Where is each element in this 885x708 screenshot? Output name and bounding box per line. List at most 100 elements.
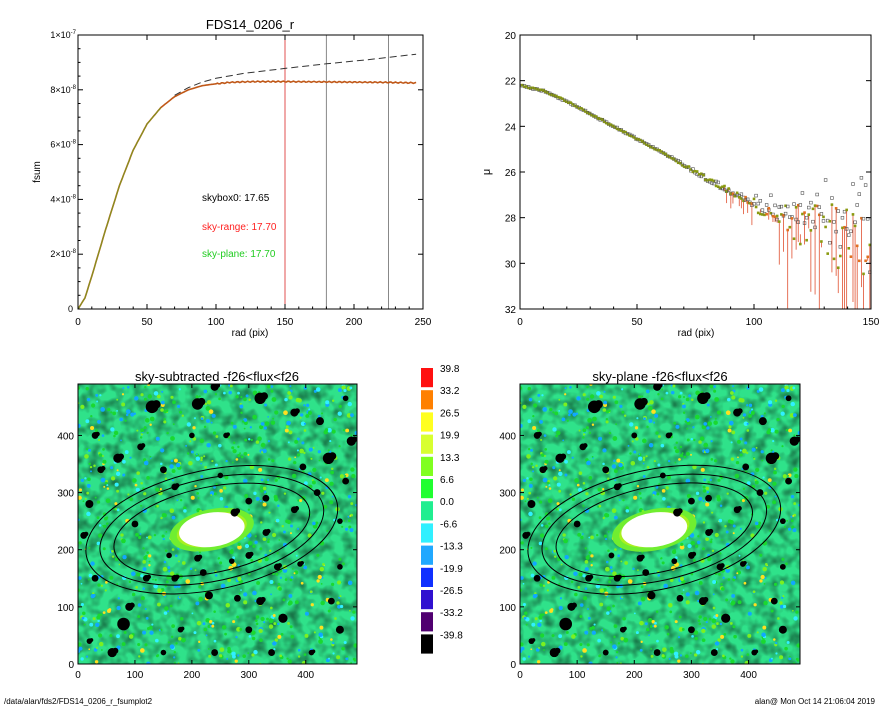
noise-blob bbox=[733, 634, 737, 639]
noise-blob bbox=[731, 593, 736, 598]
noise-blob bbox=[790, 580, 796, 586]
noise-blob bbox=[315, 521, 319, 525]
noise-blob bbox=[172, 423, 175, 426]
noise-blob bbox=[318, 459, 321, 462]
noise-blob bbox=[271, 397, 277, 402]
noise-blob bbox=[639, 497, 642, 500]
noise-blob bbox=[140, 482, 143, 485]
noise-blob bbox=[345, 428, 350, 433]
noise-blob bbox=[655, 431, 659, 435]
noise-blob bbox=[606, 606, 611, 611]
masked-star bbox=[118, 453, 125, 460]
noise-blob bbox=[552, 466, 556, 470]
mu-point bbox=[725, 190, 728, 193]
noise-blob bbox=[93, 464, 96, 467]
noise-blob bbox=[196, 620, 202, 626]
mu-point bbox=[771, 214, 775, 218]
noise-blob bbox=[103, 516, 108, 521]
noise-blob bbox=[255, 619, 258, 622]
noise-blob bbox=[709, 540, 713, 544]
noise-blob bbox=[678, 627, 684, 632]
noise-blob bbox=[598, 436, 603, 441]
noise-blob bbox=[139, 533, 142, 535]
noise-blob bbox=[782, 474, 787, 479]
noise-blob bbox=[660, 397, 664, 401]
noise-blob bbox=[309, 590, 313, 594]
noise-blob bbox=[86, 511, 91, 517]
noise-blob bbox=[739, 527, 742, 530]
mu-point-open bbox=[815, 192, 819, 197]
noise-blob bbox=[137, 642, 141, 647]
noise-blob bbox=[627, 579, 633, 584]
noise-blob bbox=[655, 486, 659, 489]
noise-blob bbox=[85, 447, 89, 451]
noise-blob bbox=[203, 389, 208, 394]
noise-blob bbox=[205, 406, 211, 411]
noise-blob bbox=[91, 403, 96, 408]
noise-blob bbox=[344, 474, 347, 477]
noise-blob bbox=[690, 540, 696, 546]
masked-star bbox=[779, 518, 786, 525]
noise-blob bbox=[140, 574, 144, 578]
mu-point bbox=[866, 255, 870, 259]
mu-point bbox=[737, 196, 741, 199]
noise-blob bbox=[140, 393, 144, 397]
noise-blob bbox=[194, 569, 197, 571]
noise-blob bbox=[712, 580, 717, 585]
noise-blob bbox=[285, 425, 289, 429]
noise-blob bbox=[208, 409, 214, 414]
noise-blob bbox=[584, 547, 587, 550]
mu-point-open bbox=[642, 141, 647, 145]
noise-blob bbox=[350, 502, 354, 506]
mu-point bbox=[813, 204, 817, 207]
noise-blob bbox=[287, 600, 293, 606]
y-tick-label: 400 bbox=[57, 431, 74, 442]
noise-blob bbox=[723, 633, 727, 636]
noise-blob bbox=[100, 407, 106, 412]
noise-blob bbox=[787, 474, 790, 477]
masked-star bbox=[260, 596, 266, 603]
noise-blob bbox=[109, 634, 113, 638]
mu-point bbox=[807, 213, 811, 216]
noise-blob bbox=[90, 561, 95, 566]
mu-point bbox=[567, 101, 570, 105]
noise-blob bbox=[772, 440, 775, 443]
noise-blob bbox=[669, 610, 673, 614]
noise-blob bbox=[603, 400, 607, 405]
noise-blob bbox=[520, 541, 524, 545]
noise-blob bbox=[732, 524, 736, 528]
noise-blob bbox=[604, 591, 609, 596]
mu-point bbox=[820, 240, 823, 243]
noise-blob bbox=[350, 467, 355, 472]
mu-point bbox=[542, 89, 545, 92]
panel1-x-ticks: 0 50 100 150 200 250 bbox=[75, 35, 432, 328]
mu-point bbox=[740, 197, 743, 200]
noise-blob bbox=[90, 415, 93, 418]
noise-blob bbox=[656, 492, 660, 496]
noise-blob bbox=[684, 420, 688, 423]
mu-point bbox=[638, 138, 642, 142]
noise-blob bbox=[566, 450, 571, 455]
colorbar-swatch bbox=[421, 479, 433, 499]
noise-blob bbox=[140, 433, 143, 436]
noise-blob bbox=[750, 410, 755, 415]
noise-blob bbox=[126, 409, 131, 414]
noise-blob bbox=[784, 646, 788, 651]
noise-blob bbox=[124, 419, 127, 422]
mu-point bbox=[655, 148, 659, 152]
noise-blob bbox=[693, 653, 698, 657]
noise-blob bbox=[328, 657, 330, 660]
x-tick-label: 150 bbox=[277, 317, 294, 328]
mu-point bbox=[809, 229, 813, 232]
mu-point bbox=[801, 212, 804, 216]
noise-blob bbox=[205, 618, 210, 623]
noise-blob bbox=[617, 554, 620, 558]
colorbar-swatch bbox=[421, 434, 433, 454]
noise-blob bbox=[652, 494, 655, 496]
masked-star bbox=[112, 647, 119, 654]
noise-blob bbox=[248, 398, 251, 402]
mu-point bbox=[685, 165, 688, 169]
noise-blob bbox=[629, 422, 634, 427]
colorbar-swatch bbox=[421, 545, 433, 565]
noise-blob bbox=[706, 491, 710, 494]
